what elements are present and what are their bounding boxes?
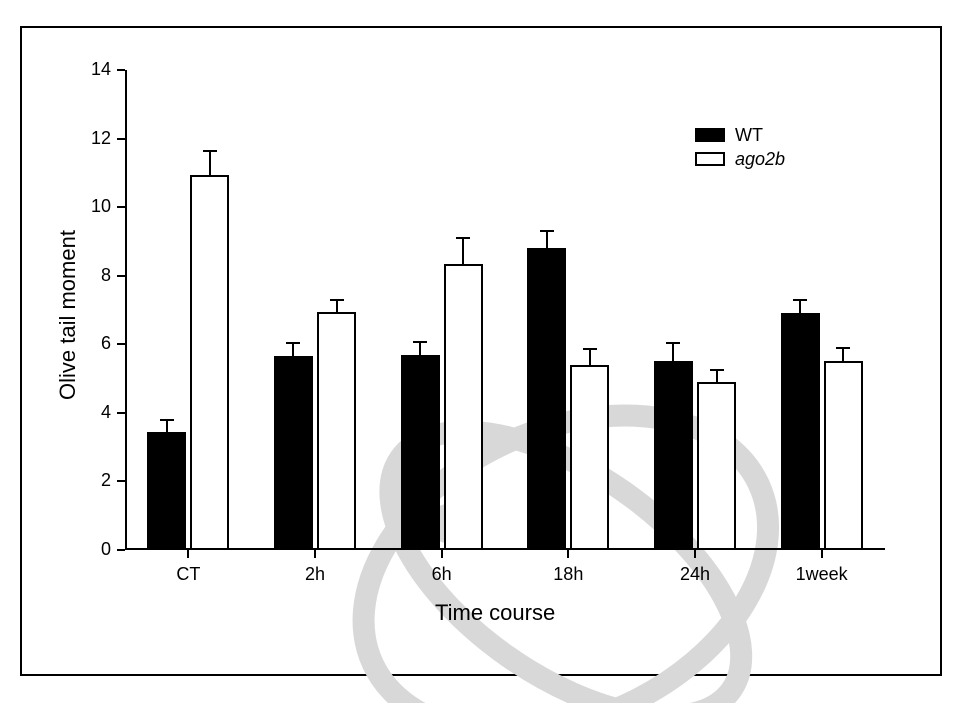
y-axis-label: Olive tail moment: [55, 230, 81, 400]
x-tick: [694, 550, 696, 558]
error-bar: [799, 300, 801, 314]
x-tick: [441, 550, 443, 558]
x-tick: [567, 550, 569, 558]
error-cap: [413, 341, 427, 343]
y-tick: [117, 206, 125, 208]
x-tick: [187, 550, 189, 558]
error-cap: [203, 150, 217, 152]
x-tick-label: 2h: [265, 564, 365, 585]
legend-label-ago2b: ago2b: [735, 149, 785, 170]
legend-swatch-WT: [695, 128, 725, 142]
error-bar: [419, 342, 421, 355]
error-bar: [842, 348, 844, 362]
y-tick-label: 12: [67, 128, 111, 149]
plot-area: 02468101214Olive tail momentCT2h6h18h24h…: [125, 70, 885, 550]
x-tick: [821, 550, 823, 558]
y-tick-label: 14: [67, 59, 111, 80]
x-axis-label: Time course: [435, 600, 555, 626]
error-bar: [336, 300, 338, 312]
error-cap: [836, 347, 850, 349]
y-tick-label: 10: [67, 196, 111, 217]
bar-WT: [654, 361, 693, 550]
y-tick-label: 4: [67, 402, 111, 423]
y-tick-label: 0: [67, 539, 111, 560]
error-bar: [716, 370, 718, 382]
error-cap: [583, 348, 597, 350]
error-bar: [209, 151, 211, 175]
error-bar: [462, 238, 464, 264]
x-tick-label: 6h: [392, 564, 492, 585]
x-tick-label: 24h: [645, 564, 745, 585]
bar-WT: [401, 355, 440, 550]
y-tick-label: 2: [67, 470, 111, 491]
y-tick: [117, 138, 125, 140]
error-bar: [292, 343, 294, 357]
bar-ago2b: [444, 264, 483, 550]
y-tick: [117, 275, 125, 277]
x-tick-label: 18h: [518, 564, 618, 585]
y-tick: [117, 480, 125, 482]
y-tick: [117, 412, 125, 414]
bar-ago2b: [570, 365, 609, 550]
error-bar: [166, 420, 168, 432]
watermark: [125, 70, 885, 550]
error-cap: [710, 369, 724, 371]
error-cap: [666, 342, 680, 344]
bar-ago2b: [824, 361, 863, 550]
legend-label-WT: WT: [735, 125, 763, 146]
x-axis: [125, 548, 885, 550]
error-cap: [793, 299, 807, 301]
x-tick: [314, 550, 316, 558]
bar-WT: [781, 313, 820, 550]
bar-WT: [147, 432, 186, 550]
x-tick-label: 1week: [772, 564, 872, 585]
y-tick: [117, 69, 125, 71]
legend-swatch-ago2b: [695, 152, 725, 166]
y-tick: [117, 549, 125, 551]
error-bar: [589, 349, 591, 364]
error-cap: [330, 299, 344, 301]
y-axis: [125, 70, 127, 550]
error-cap: [456, 237, 470, 239]
error-cap: [286, 342, 300, 344]
error-cap: [540, 230, 554, 232]
bar-ago2b: [317, 312, 356, 550]
bar-ago2b: [697, 382, 736, 550]
bar-ago2b: [190, 175, 229, 550]
error-cap: [160, 419, 174, 421]
x-tick-label: CT: [138, 564, 238, 585]
error-bar: [672, 343, 674, 362]
y-tick: [117, 343, 125, 345]
bar-WT: [527, 248, 566, 550]
bar-WT: [274, 356, 313, 550]
error-bar: [546, 231, 548, 248]
